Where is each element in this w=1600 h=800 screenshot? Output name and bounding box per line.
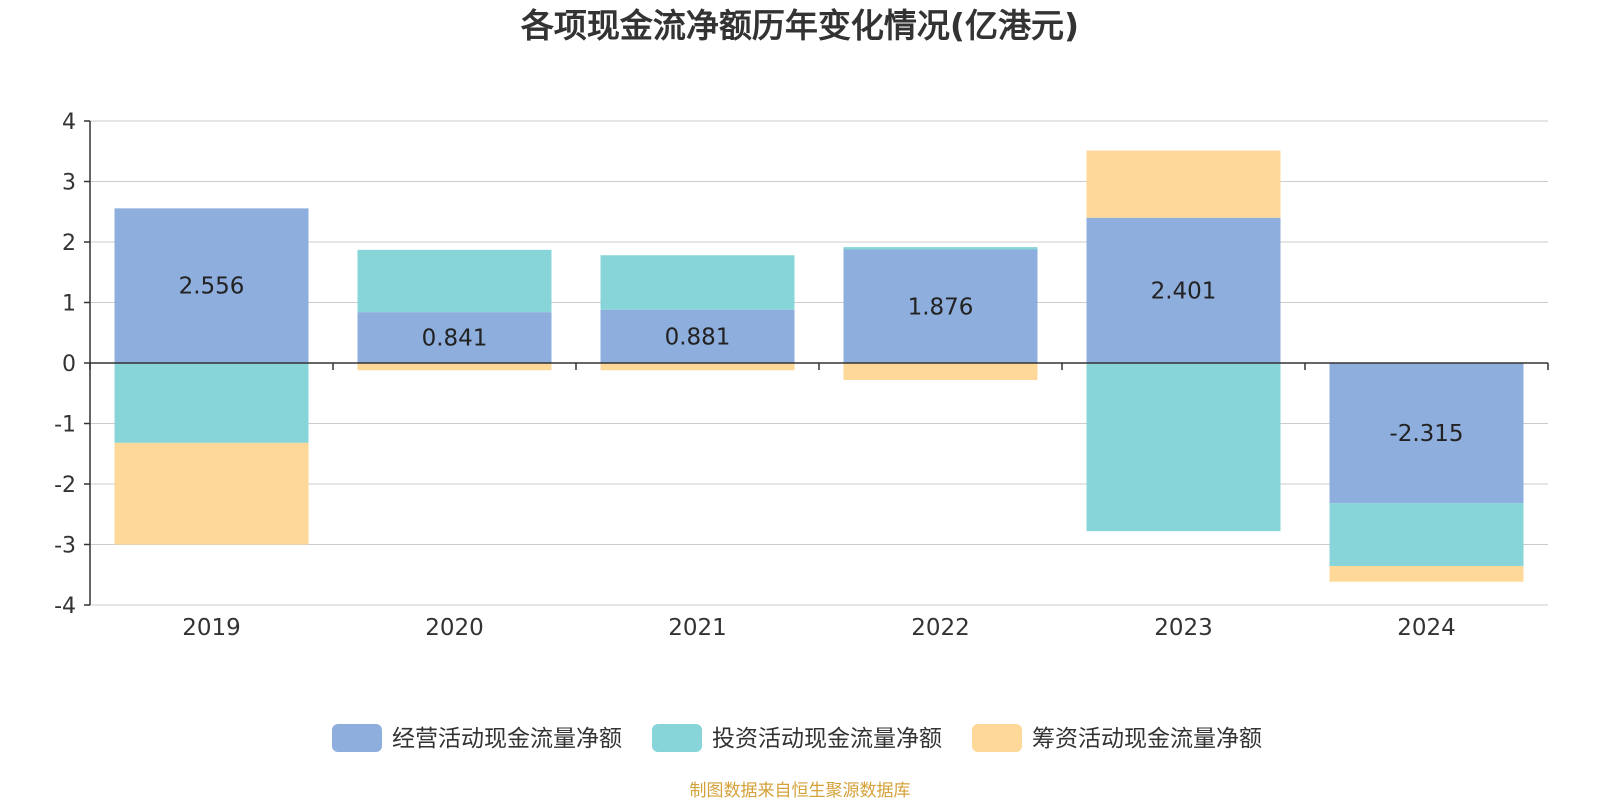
bar-3-2023 <box>1086 150 1281 218</box>
data-label: 1.876 <box>908 294 974 320</box>
chart-title: 各项现金流净额历年变化情况(亿港元) <box>520 6 1079 45</box>
legend-label: 筹资活动现金流量净额 <box>1032 726 1262 752</box>
data-label: 2.556 <box>179 274 245 300</box>
y-tick-label: 4 <box>62 110 76 135</box>
legend-label: 投资活动现金流量净额 <box>712 726 942 752</box>
y-tick-label: -1 <box>54 413 76 438</box>
data-label: 2.401 <box>1151 278 1217 304</box>
grid-lines <box>90 120 1548 606</box>
data-label: 0.881 <box>665 324 731 350</box>
bar-2-2022 <box>843 247 1038 250</box>
y-tick-label: -2 <box>54 473 76 498</box>
legend-swatch <box>972 724 1022 752</box>
data-labels: 2.556 0.841 0.881 1.876 2.401 -2.315 <box>179 274 1464 447</box>
bar-2-2024 <box>1329 503 1524 566</box>
y-tick-label: 2 <box>62 231 76 256</box>
y-tick-label: 1 <box>62 292 76 317</box>
source-note: 制图数据来自恒生聚源数据库 <box>690 781 911 800</box>
data-label: 0.841 <box>422 326 488 352</box>
y-tick-label: -4 <box>54 594 76 619</box>
bar-3-2020 <box>357 363 552 371</box>
y-tick-label: 0 <box>62 352 76 377</box>
bar-2-2020 <box>357 249 552 313</box>
bars <box>114 150 1524 582</box>
legend-label: 经营活动现金流量净额 <box>392 726 622 752</box>
bar-3-2019 <box>114 442 309 545</box>
bar-1-2020 <box>357 312 552 363</box>
axes: 4 3 2 1 0 -1 -2 -3 -4 2019 2020 2021 2022 2023 2024 <box>54 110 1549 641</box>
bar-3-2022 <box>843 363 1038 380</box>
x-tick-label: 2019 <box>182 615 241 641</box>
bar-3-2024 <box>1329 565 1524 582</box>
bar-1-2022 <box>843 249 1038 363</box>
legend: 经营活动现金流量净额 投资活动现金流量净额 筹资活动现金流量净额 <box>332 724 1262 752</box>
x-tick-label: 2024 <box>1397 615 1456 641</box>
bar-1-2023 <box>1086 217 1281 363</box>
bar-3-2021 <box>600 363 795 371</box>
data-label: -2.315 <box>1389 421 1463 447</box>
bar-1-2021 <box>600 309 795 363</box>
x-tick-label: 2022 <box>911 615 970 641</box>
legend-swatch <box>652 724 702 752</box>
legend-swatch <box>332 724 382 752</box>
y-tick-label: 3 <box>62 171 76 196</box>
bar-1-2019 <box>114 208 309 363</box>
bar-2-2023 <box>1086 363 1281 532</box>
x-tick-label: 2023 <box>1154 615 1213 641</box>
x-tick-label: 2020 <box>425 615 484 641</box>
y-tick-label: -3 <box>54 534 76 559</box>
x-tick-label: 2021 <box>668 615 727 641</box>
bar-2-2021 <box>600 255 795 310</box>
bar-1-2024 <box>1329 363 1524 504</box>
bar-2-2019 <box>114 363 309 443</box>
